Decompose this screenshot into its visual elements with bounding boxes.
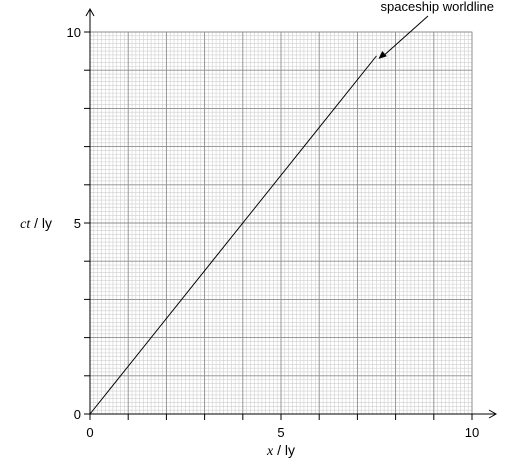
axes [85,7,498,419]
annotation-label: spaceship worldline [381,0,494,14]
y-tick-label-10: 10 [67,25,81,40]
axis-ticks [84,31,473,420]
y-axis-arrow-icon [85,7,95,17]
x-tick-label-10: 10 [465,425,479,440]
y-tick-label-0: 0 [74,407,81,422]
annotation-arrow-shaft [384,15,429,56]
x-axis-label: x / ly [266,442,295,459]
x-tick-label-0: 0 [86,425,93,440]
y-axis-label: ct / ly [20,215,52,232]
series-line-0 [89,55,377,415]
annotation-layer [378,15,429,59]
series-layer [89,55,377,415]
x-axis-arrow-icon [488,409,498,419]
annotation-arrowhead-icon [378,50,387,59]
x-tick-label-5: 5 [277,425,284,440]
y-tick-label-5: 5 [74,216,81,231]
